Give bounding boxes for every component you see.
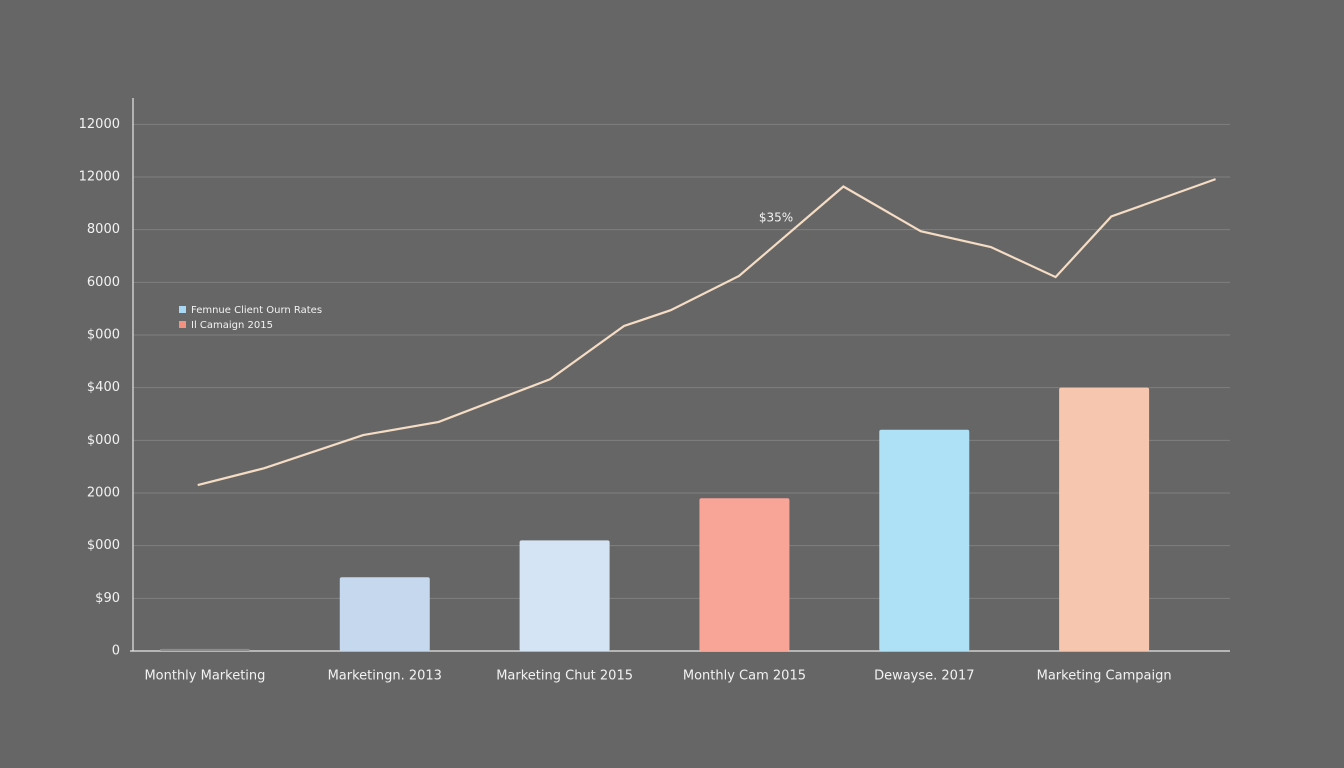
legend-swatch xyxy=(179,306,186,313)
x-tick-label: Marketingn. 2013 xyxy=(328,669,442,684)
y-tick-label: 8000 xyxy=(87,222,120,237)
y-tick-label: 6000 xyxy=(87,275,120,290)
bar xyxy=(1059,387,1150,651)
y-tick-label: 12000 xyxy=(79,170,120,185)
x-tick-label: Monthly Cam 2015 xyxy=(683,669,806,684)
x-tick-label: Monthly Marketing xyxy=(144,669,265,684)
legend-label: Femnue Client Ourn Rates xyxy=(191,305,322,316)
x-tick-label: Marketing Chut 2015 xyxy=(496,669,633,684)
line xyxy=(197,178,1216,487)
bar xyxy=(699,498,790,651)
x-tick-label: Marketing Campaign xyxy=(1037,669,1172,684)
bar xyxy=(339,577,430,651)
y-tick-label: 12000 xyxy=(79,117,120,132)
y-tick-label: 2000 xyxy=(87,486,120,501)
y-tick-label: $000 xyxy=(87,328,120,343)
legend-label: Il Camaign 2015 xyxy=(191,320,273,331)
bar xyxy=(879,429,970,651)
x-tick-label: Dewayse. 2017 xyxy=(874,669,974,684)
bar xyxy=(159,648,250,651)
annotation: $35% xyxy=(759,211,793,225)
y-tick-label: 0 xyxy=(112,644,120,659)
y-tick-label: $000 xyxy=(87,433,120,448)
legend-swatch xyxy=(179,321,186,328)
bar xyxy=(519,540,610,651)
y-tick-label: $90 xyxy=(95,591,120,606)
y-tick-label: $400 xyxy=(87,380,120,395)
y-tick-label: $000 xyxy=(87,538,120,553)
